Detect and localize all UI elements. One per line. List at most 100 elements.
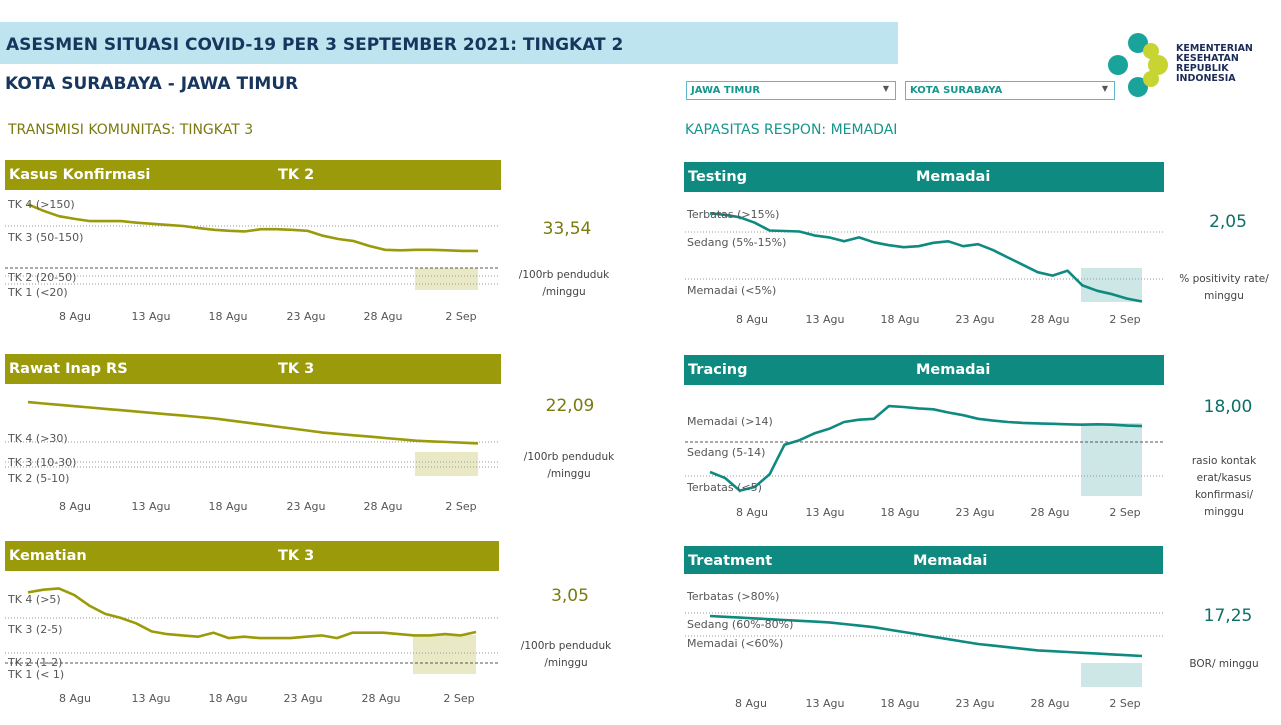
unit-line: minggu (1204, 506, 1244, 518)
logo-line-3: REPUBLIK (1176, 63, 1229, 74)
reference-label: Sedang (60%-80%) (687, 618, 793, 631)
logo-line-4: INDONESIA (1176, 73, 1236, 84)
panel-header-testing: Testing Memadai (684, 162, 1164, 192)
title-bar (0, 22, 898, 64)
unit-line: /100rb penduduk (520, 640, 612, 652)
x-tick-label: 2 Sep (445, 500, 476, 513)
reference-label: TK 4 (>5) (7, 593, 61, 606)
x-tick-label: 18 Agu (881, 697, 920, 710)
metric-value-testing: 2,05 (1209, 212, 1247, 232)
panel-status: TK 3 (278, 361, 315, 377)
chevron-down-icon: ▼ (1101, 84, 1108, 93)
unit-line: konfirmasi/ (1194, 489, 1254, 501)
x-tick-label: 13 Agu (132, 500, 171, 513)
reference-label: TK 4 (>30) (7, 432, 68, 445)
x-tick-label: 23 Agu (287, 500, 326, 513)
series-line (709, 614, 1143, 658)
series-line (27, 400, 479, 445)
x-tick-label: 18 Agu (881, 313, 920, 326)
panel-status: TK 3 (278, 548, 315, 564)
panel-header-rawat-inap: Rawat Inap RS TK 3 (5, 354, 501, 384)
x-tick-label: 23 Agu (956, 697, 995, 710)
panel-status: TK 2 (278, 167, 315, 183)
logo-text: KEMENTERIAN KESEHATAN REPUBLIK INDONESIA (1176, 44, 1253, 84)
logo-line-1: KEMENTERIAN (1176, 43, 1253, 54)
unit-line: erat/kasus (1196, 472, 1252, 484)
ministry-logo-icon (1108, 33, 1168, 97)
x-tick-label: 28 Agu (364, 500, 403, 513)
x-tick-label: 23 Agu (956, 313, 995, 326)
x-tick-label: 28 Agu (1031, 313, 1070, 326)
response-capacity-section-title: KAPASITAS RESPON: MEMADAI (685, 122, 898, 138)
reference-label: Terbatas (>80%) (686, 590, 779, 603)
city-dropdown-value: KOTA SURABAYA (910, 85, 1003, 96)
province-dropdown[interactable]: JAWA TIMUR ▼ (686, 81, 896, 100)
chart-kematian: TK 4 (>5) TK 3 (2-5) TK 2 (1-2)TK 1 (< 1) 8… (5, 587, 500, 705)
panel-header-treatment: Treatment Memadai (684, 546, 1163, 574)
metric-unit-rawat-inap: /100rb penduduk /minggu (509, 449, 629, 483)
x-tick-label: 8 Agu (59, 692, 91, 705)
metric-value-kasus: 33,54 (542, 219, 592, 239)
metric-unit-tracing: rasio kontak erat/kasus konfirmasi/ ming… (1168, 453, 1280, 521)
series-line (27, 203, 478, 253)
chart-rawat-inap: TK 4 (>30) TK 3 (10-30) TK 2 (5-10) 8 Agu 13… (5, 400, 500, 513)
logo-line-2: KESEHATAN (1176, 53, 1239, 64)
x-tick-label: 28 Agu (362, 692, 401, 705)
transmission-section-title: TRANSMISI KOMUNITAS: TINGKAT 3 (8, 122, 254, 138)
reference-label: Terbatas (>15%) (686, 208, 779, 221)
x-tick-label: 28 Agu (364, 310, 403, 323)
x-tick-label: 8 Agu (736, 313, 768, 326)
x-tick-label: 2 Sep (443, 692, 474, 705)
panel-status: Memadai (913, 553, 988, 569)
reference-label: Sedang (5%-15%) (687, 236, 786, 249)
panel-name: Treatment (688, 553, 773, 569)
chart-kasus-konfirmasi: TK 4 (>150) TK 3 (50-150) TK 2 (20-50) TK 1… (5, 198, 500, 323)
series-line (27, 587, 477, 640)
reference-label: TK 2 (5-10) (7, 472, 69, 485)
panel-header-tracing: Tracing Memadai (684, 355, 1164, 385)
reference-label: TK 1 (< 1) (7, 668, 64, 681)
panel-header-kasus-konfirmasi: Kasus Konfirmasi TK 2 (5, 160, 501, 190)
x-tick-label: 8 Agu (59, 500, 91, 513)
reference-label: Terbatas (<5) (686, 481, 762, 494)
x-tick-label: 2 Sep (445, 310, 476, 323)
x-tick-label: 2 Sep (1109, 313, 1140, 326)
metric-unit-testing: % positivity rate/ minggu (1167, 271, 1281, 305)
x-tick-label: 18 Agu (209, 692, 248, 705)
panel-name: Rawat Inap RS (9, 361, 128, 377)
reference-label: TK 3 (50-150) (7, 231, 83, 244)
province-dropdown-value: JAWA TIMUR (691, 85, 761, 96)
x-tick-label: 13 Agu (132, 692, 171, 705)
x-tick-label: 13 Agu (806, 506, 845, 519)
reference-label: TK 3 (2-5) (7, 623, 62, 636)
metric-unit-kematian: /100rb penduduk /minggu (506, 638, 626, 672)
metric-unit-treatment: BOR/ minggu (1167, 656, 1281, 673)
panel-status: Memadai (916, 169, 991, 185)
x-tick-label: 2 Sep (1109, 506, 1140, 519)
city-dropdown[interactable]: KOTA SURABAYA ▼ (905, 81, 1115, 100)
last-week-shade (415, 452, 478, 476)
x-tick-label: 18 Agu (209, 310, 248, 323)
page-subtitle: KOTA SURABAYA - JAWA TIMUR (5, 74, 299, 94)
reference-label: Sedang (5-14) (687, 446, 765, 459)
last-week-shade (415, 268, 478, 290)
x-tick-label: 18 Agu (881, 506, 920, 519)
reference-label: TK 2 (1-2) (7, 656, 62, 669)
x-tick-label: 18 Agu (209, 500, 248, 513)
unit-line: rasio kontak (1191, 455, 1257, 467)
metric-unit-kasus: /100rb penduduk /minggu (504, 267, 624, 301)
last-week-shade (1081, 268, 1142, 302)
metric-value-tracing: 18,00 (1203, 397, 1253, 417)
x-tick-label: 13 Agu (806, 697, 845, 710)
panel-name: Kematian (9, 548, 87, 564)
unit-line: minggu (1204, 290, 1244, 302)
unit-line: /100rb penduduk (518, 269, 610, 281)
panel-name: Testing (688, 169, 748, 185)
x-tick-label: 13 Agu (132, 310, 171, 323)
x-tick-label: 23 Agu (284, 692, 323, 705)
x-tick-label: 28 Agu (1031, 506, 1070, 519)
reference-label: Memadai (>14) (687, 415, 773, 428)
unit-line: /minggu (542, 286, 586, 298)
metric-value-treatment: 17,25 (1203, 606, 1253, 626)
panel-header-kematian: Kematian TK 3 (5, 541, 499, 571)
